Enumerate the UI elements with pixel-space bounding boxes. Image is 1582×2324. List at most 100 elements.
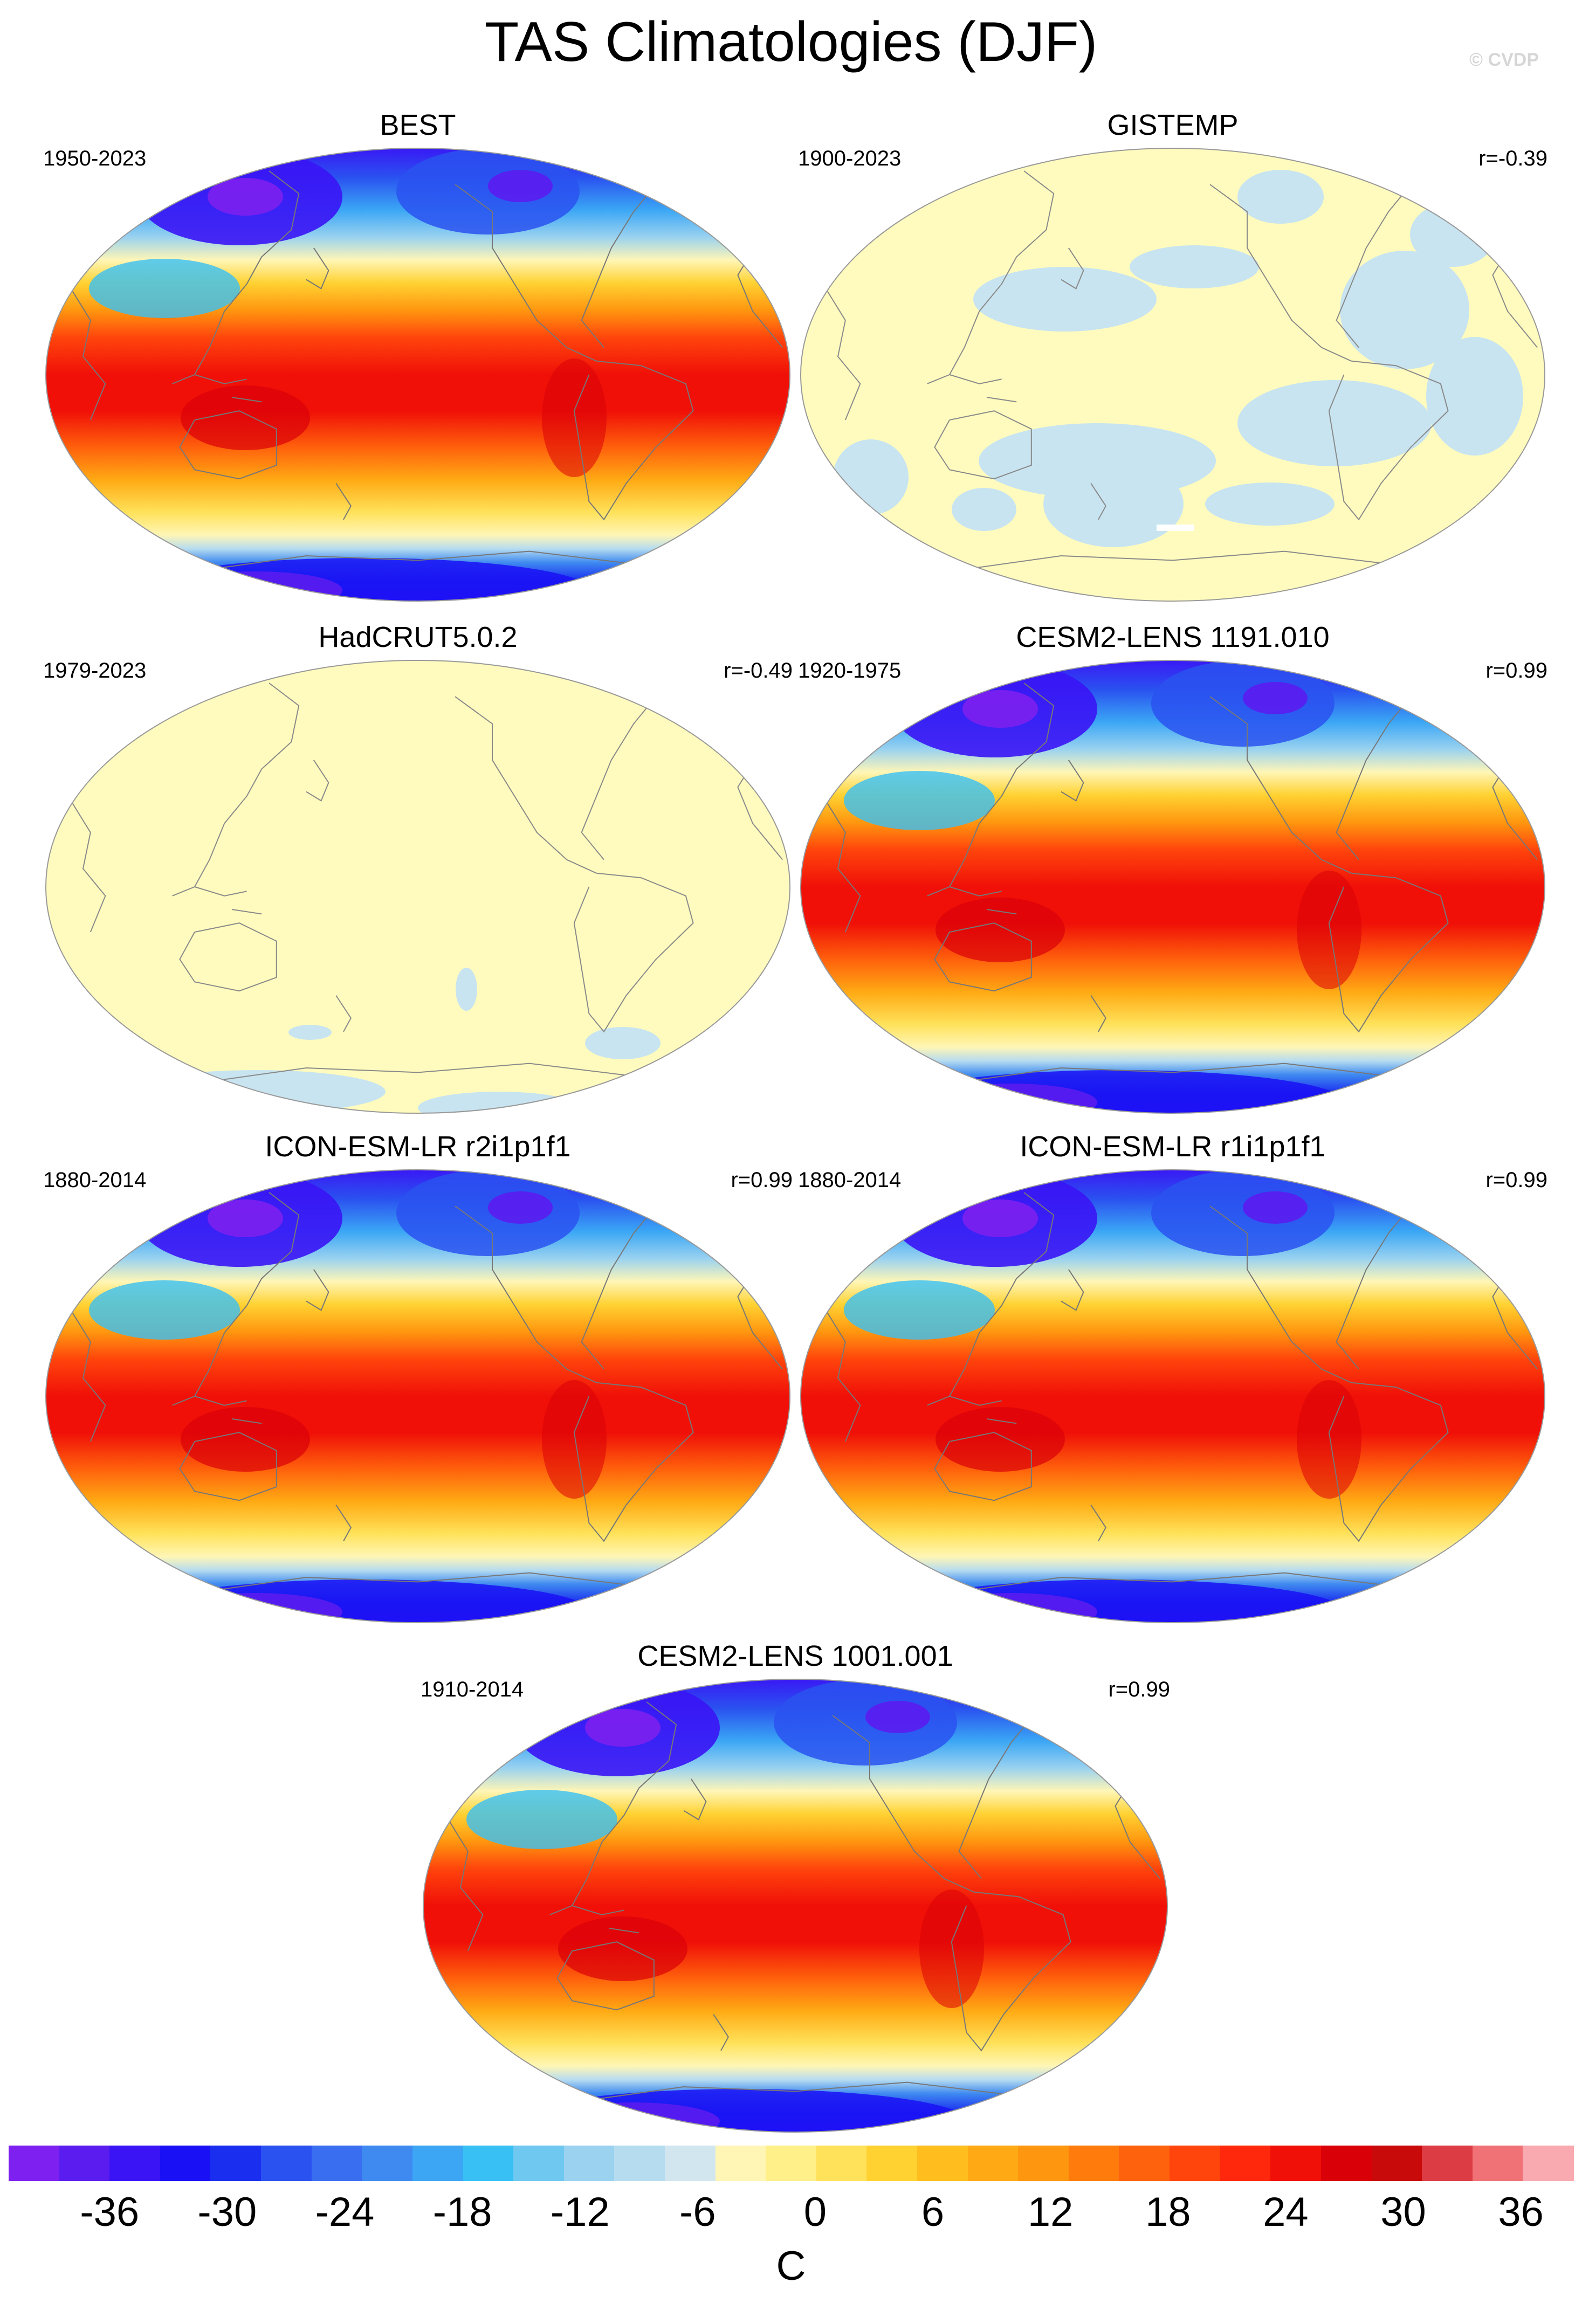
hot-region	[542, 358, 607, 477]
coastline	[1061, 247, 1084, 289]
coastline	[1061, 760, 1084, 802]
colorbar-tick-label: 0	[803, 2189, 827, 2235]
cool-region	[466, 1790, 617, 1849]
hot-region	[181, 385, 310, 450]
map-panel-icon-r2: ICON-ESM-LR r2i1p1f1 1880-2014 r=0.99	[43, 1129, 793, 1631]
colorbar	[9, 2146, 1574, 2181]
panel-years: 1979-2023	[43, 659, 147, 682]
coastline	[927, 170, 1055, 384]
coastline	[67, 796, 106, 933]
coastline	[822, 284, 861, 420]
cool-region	[89, 1280, 240, 1340]
map-border	[800, 660, 1545, 1114]
coastline	[231, 1418, 262, 1424]
panel-title: HadCRUT5.0.2	[318, 621, 518, 653]
cool-region	[89, 259, 240, 318]
coastline	[951, 1891, 1071, 2052]
panel-title: CESM2-LENS 1001.001	[637, 1640, 953, 1672]
colorbar-tick-label: 6	[921, 2189, 945, 2235]
map-border	[423, 1679, 1168, 2133]
coastline	[1336, 687, 1419, 860]
colorbar-swatch	[1220, 2146, 1271, 2181]
anomaly-region	[833, 439, 909, 515]
coastline	[964, 1572, 1397, 1592]
coastline	[934, 410, 1032, 480]
coastline	[1090, 483, 1106, 520]
coastline	[573, 360, 694, 521]
coastline	[832, 1715, 974, 1893]
map-panel-cesm2-1001: CESM2-LENS 1001.001 1910-2014 r=0.99	[421, 1639, 1170, 2140]
hot-region	[936, 898, 1065, 962]
colorbar-swatch	[1270, 2146, 1322, 2181]
temperature-map	[423, 1679, 1168, 2133]
panel-correlation: r=-0.49	[724, 659, 793, 682]
cold-region	[396, 148, 580, 235]
colorbar-swatch	[1523, 2146, 1574, 2181]
colorbar-swatch	[261, 2146, 312, 2181]
coastline	[1209, 1205, 1352, 1383]
copyright-watermark: © CVDP	[1469, 50, 1539, 70]
colorbar-tick-labels: -36 -30 -24 -18 -12 -6 0 6 12 18 24 30 36	[0, 2189, 1582, 2243]
colorbar-swatch	[664, 2146, 716, 2181]
panel-correlation: r=-0.39	[1478, 147, 1547, 170]
coastline	[67, 1305, 106, 1442]
coastline	[683, 1778, 707, 1820]
panel-years: 1880-2014	[43, 1168, 147, 1192]
coastline	[822, 796, 861, 933]
colorbar-swatch	[1068, 2146, 1120, 2181]
coastline	[1328, 872, 1449, 1033]
coastline	[958, 1706, 1042, 1879]
coastline	[581, 1196, 664, 1370]
cold-region	[1151, 1170, 1335, 1256]
hot-region	[542, 1380, 607, 1499]
colorbar-tick-label: 30	[1380, 2189, 1426, 2235]
coastline	[67, 284, 106, 420]
coastline	[581, 175, 664, 348]
colorbar-tick-label: -24	[315, 2189, 375, 2235]
cold-core	[1243, 682, 1308, 714]
anomaly-region	[127, 1070, 386, 1113]
coastline	[209, 550, 642, 570]
map-panel-gistemp: GISTEMP 1900-2023 r=-0.39	[798, 108, 1547, 609]
coastline	[1336, 175, 1419, 348]
colorbar-swatch	[109, 2146, 161, 2181]
coastline	[179, 410, 277, 480]
panel-title: ICON-ESM-LR r1i1p1f1	[1020, 1130, 1326, 1163]
coastline	[1328, 360, 1449, 521]
panel-correlation: r=0.99	[1485, 659, 1547, 682]
panel-years: 1950-2023	[43, 147, 147, 170]
anomaly-region	[1043, 461, 1184, 547]
cold-core	[488, 170, 553, 202]
cold-core	[1243, 1191, 1308, 1224]
coastline	[587, 2081, 1019, 2101]
coastline	[209, 1063, 642, 1082]
panel-years: 1880-2014	[798, 1168, 902, 1192]
hot-region	[558, 1916, 687, 1981]
figure-title: TAS Climatologies (DJF)	[484, 11, 1098, 73]
colorbar-swatch	[1472, 2146, 1524, 2181]
colorbar-tick-label: 36	[1498, 2189, 1544, 2235]
coastline	[927, 1192, 1055, 1406]
colorbar-tick-label: -12	[550, 2189, 610, 2235]
panel-correlation: r=0.99	[1108, 1678, 1170, 1701]
colorbar-unit: C	[776, 2243, 806, 2289]
anomaly-region	[1130, 245, 1259, 288]
coastline	[335, 1505, 352, 1542]
colorbar-swatch	[967, 2146, 1019, 2181]
colorbar-tick-label: -36	[80, 2189, 140, 2235]
colorbar-tick-label: -30	[197, 2189, 257, 2235]
anomaly-region	[456, 968, 477, 1011]
cold-region	[1151, 660, 1335, 747]
coastline	[1209, 184, 1352, 362]
colorbar-swatch	[766, 2146, 817, 2181]
coastline	[1061, 1269, 1084, 1311]
cold-core	[208, 178, 283, 216]
coastline	[1090, 1505, 1106, 1542]
coastline	[1090, 995, 1106, 1032]
coastline	[209, 1572, 642, 1592]
colorbar-tick-label: -6	[679, 2189, 716, 2235]
anomaly-region	[1426, 337, 1523, 456]
coastline	[927, 682, 1055, 897]
temperature-map	[45, 1169, 790, 1623]
colorbar-swatch	[311, 2146, 363, 2181]
